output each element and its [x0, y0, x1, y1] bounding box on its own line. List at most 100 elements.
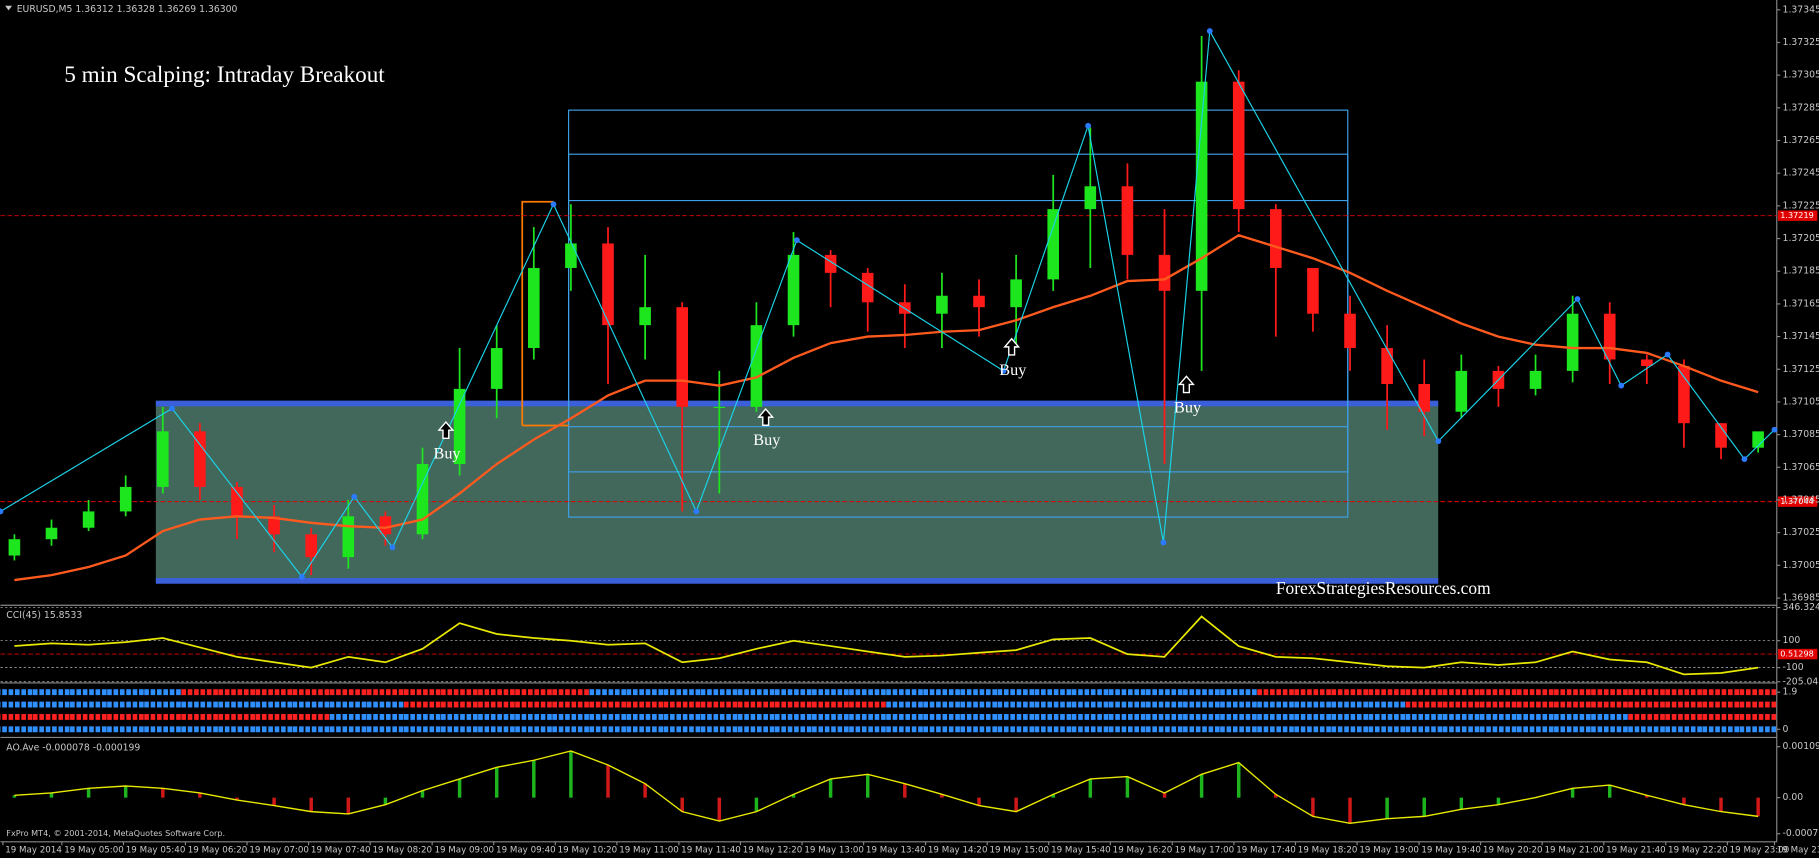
candle-body	[45, 527, 58, 540]
cci-line	[14, 615, 1759, 676]
zigzag-point	[1618, 382, 1625, 389]
candle-body	[82, 511, 95, 528]
ao-bar	[1719, 797, 1723, 812]
watermark: ForexStrategiesResources.com	[1276, 579, 1491, 598]
x-tick-label: 19 May 11:40	[681, 845, 741, 855]
menu-arrow	[5, 5, 13, 11]
y-tick-label: 1.37165	[1783, 298, 1819, 309]
x-tick-label: 19 May 23	[1777, 845, 1819, 855]
x-tick-label: 19 May 23:00	[1730, 845, 1790, 855]
level-label: 1.37219	[1780, 210, 1814, 220]
ao-bar	[940, 794, 944, 798]
x-tick-label: 19 May 14:20	[928, 845, 988, 855]
zigzag-point	[693, 508, 700, 515]
y-tick-label: 1.37025	[1783, 527, 1819, 538]
zigzag-point	[1664, 351, 1671, 358]
x-tick-label: 19 May 05:40	[126, 845, 186, 855]
zigzag-point	[1206, 28, 1213, 34]
candle-body	[8, 539, 21, 556]
candle-body	[1678, 365, 1690, 424]
candle-body	[231, 486, 243, 517]
candle-body	[342, 516, 355, 558]
candle-body	[1047, 209, 1060, 280]
y-tick-label: 1.37345	[1783, 4, 1819, 15]
ao-bar	[1051, 794, 1055, 798]
x-tick-label: 19 May 17:40	[1236, 845, 1296, 855]
candle-body	[602, 243, 614, 326]
buy-label: Buy	[1174, 399, 1202, 417]
ao-bar	[309, 797, 313, 812]
x-tick-label: 19 May 2014	[5, 845, 62, 855]
candle-body	[1455, 370, 1468, 412]
y-tick-label: 1.37325	[1783, 37, 1819, 48]
candle-body	[1715, 423, 1727, 448]
level-label: 0.51298	[1780, 649, 1814, 659]
ao-bar	[1274, 794, 1278, 798]
zigzag-point	[550, 201, 557, 208]
ao-bar	[680, 797, 684, 812]
x-tick-label: 19 May 08:20	[373, 845, 433, 855]
x-tick-label: 19 May 21:40	[1606, 845, 1666, 855]
buy-label: Buy	[434, 444, 462, 462]
candle-body	[1158, 254, 1171, 291]
ao-bar	[86, 788, 91, 798]
candle-body	[157, 431, 169, 487]
ao-bar	[235, 797, 239, 800]
ao-bar	[903, 783, 907, 798]
ao-bar	[1162, 792, 1167, 798]
ao-bar	[1607, 785, 1612, 798]
y-tick-label: 346.3244	[1783, 602, 1819, 613]
x-tick-label: 19 May 12:20	[743, 845, 803, 855]
ao-bar	[1199, 774, 1204, 798]
x-tick-label: 19 May 09:00	[434, 845, 494, 855]
ao-bar	[828, 778, 833, 798]
zigzag-point	[0, 508, 4, 515]
ao-bar	[198, 792, 202, 798]
chart-title: 5 min Scalping: Intraday Breakout	[64, 62, 385, 88]
candle-body	[1195, 81, 1208, 291]
zigzag-point	[389, 544, 396, 551]
zigzag-point	[1000, 368, 1007, 374]
opening-range	[521, 200, 554, 426]
ao-bar	[1014, 797, 1018, 812]
x-tick-label: 19 May 15:00	[989, 845, 1049, 855]
ao-bar	[532, 760, 536, 798]
y-tick-label: 1.37225	[1783, 200, 1819, 211]
y-tick-label: -205.0455	[1783, 676, 1819, 687]
candle-body	[1010, 279, 1022, 308]
y-tick-label: 1.37285	[1783, 102, 1819, 113]
candle-body	[750, 325, 763, 407]
ao-bar	[1756, 797, 1760, 817]
x-tick-label: 19 May 06:20	[188, 845, 248, 855]
zigzag-point	[169, 405, 175, 412]
ao-bar	[1682, 797, 1686, 805]
buy-arrow	[1003, 337, 1021, 356]
ao-bar	[494, 767, 499, 798]
ao-bar	[1459, 797, 1464, 810]
candle-body	[1603, 313, 1616, 360]
ao-bar	[1088, 778, 1093, 798]
symbol-info: EURUSD,M5 1.36312 1.36328 1.36269 1.3630…	[17, 4, 238, 15]
candle-body	[1270, 209, 1282, 268]
x-tick-label: 19 May 17:00	[1175, 845, 1235, 855]
candle-body	[1752, 431, 1764, 448]
x-tick-label: 19 May 05:00	[64, 845, 124, 855]
y-tick-label: 0.001091	[1783, 741, 1819, 752]
buy-arrow	[437, 421, 455, 440]
y-tick-label: 1.37185	[1783, 266, 1819, 277]
x-tick-label: 19 May 21:00	[1545, 845, 1605, 855]
x-tick-label: 19 May 07:00	[249, 845, 309, 855]
ao-bar	[49, 792, 54, 798]
ao-bar	[1311, 797, 1315, 817]
ao-bar	[1236, 762, 1241, 798]
zigzag-point	[351, 493, 358, 500]
candle-body	[379, 516, 392, 535]
ao-bar	[1422, 797, 1426, 817]
y-tick-label: 1.37085	[1783, 429, 1819, 440]
zigzag-point	[1160, 539, 1167, 546]
candle-body	[565, 243, 577, 268]
ao-bar	[1570, 788, 1575, 798]
candle-body	[119, 486, 132, 512]
ao-bar	[161, 788, 165, 798]
